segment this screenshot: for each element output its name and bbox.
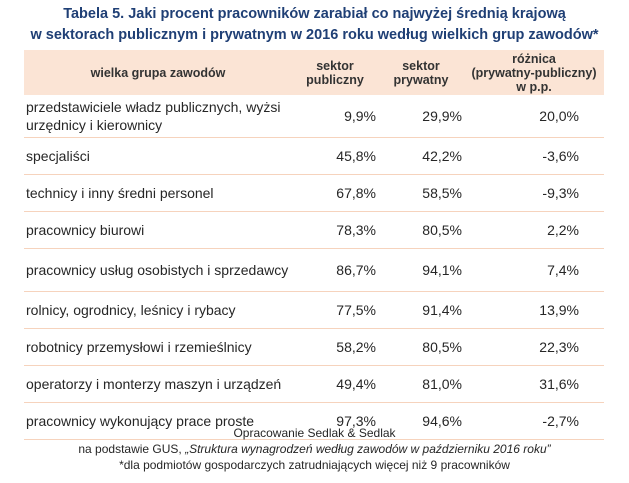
cell-public: 97,3% <box>292 402 378 440</box>
cell-private: 81,0% <box>378 365 464 403</box>
cell-public: 86,7% <box>292 248 378 292</box>
cell-group: pracownicy biurowi <box>24 211 292 249</box>
cell-difference: -3,6% <box>464 137 604 175</box>
header-public-line-1: sektor <box>316 58 354 73</box>
cell-private: 29,9% <box>378 95 464 138</box>
cell-private: 42,2% <box>378 137 464 175</box>
cell-difference: -2,7% <box>464 402 604 440</box>
cell-public: 9,9% <box>292 95 378 138</box>
cell-difference: 31,6% <box>464 365 604 403</box>
cell-difference: -9,3% <box>464 174 604 212</box>
table-row: przedstawiciele władz publicznych, wyżsi… <box>24 95 604 138</box>
table-title-line-1: Tabela 5. Jaki procent pracowników zarab… <box>63 6 566 22</box>
header-private-line-1: sektor <box>402 58 440 73</box>
table-row: pracownicy biurowi 78,3% 80,5% 2,2% <box>24 211 604 249</box>
cell-difference: 13,9% <box>464 291 604 329</box>
source-footer: Opracowanie Sedlak & Sedlak na podstawie… <box>0 425 629 473</box>
cell-difference: 2,2% <box>464 211 604 249</box>
cell-group: technicy i inny średni personel <box>24 174 292 212</box>
header-group: wielka grupa zawodów <box>24 50 292 95</box>
table-row: pracownicy usług osobistych i sprzedawcy… <box>24 248 604 292</box>
header-difference: różnica (prywatny-publiczny) w p.p. <box>464 50 604 95</box>
cell-public: 78,3% <box>292 211 378 249</box>
cell-group: przedstawiciele władz publicznych, wyżsi… <box>24 95 292 138</box>
header-difference-line-2: (prywatny-publiczny) <box>471 65 597 80</box>
table-row: operatorzy i monterzy maszyn i urządzeń … <box>24 365 604 403</box>
cell-private: 58,5% <box>378 174 464 212</box>
table-title-line-2: w sektorach publicznym i prywatnym w 201… <box>30 27 599 43</box>
header-difference-line-3: w p.p. <box>516 79 552 94</box>
header-difference-line-1: różnica <box>512 51 556 66</box>
header-public: sektor publiczny <box>292 50 378 95</box>
cell-public: 45,8% <box>292 137 378 175</box>
footer-source-title: „Struktura wynagrodzeń według zawodów w … <box>185 442 551 456</box>
cell-private: 80,5% <box>378 328 464 366</box>
table-row: robotnicy przemysłowi i rzemieślnicy 58,… <box>24 328 604 366</box>
header-private-line-2: prywatny <box>393 72 449 87</box>
header-private: sektor prywatny <box>378 50 464 95</box>
cell-difference: 22,3% <box>464 328 604 366</box>
table-row: specjaliści 45,8% 42,2% -3,6% <box>24 137 604 175</box>
cell-public: 58,2% <box>292 328 378 366</box>
cell-private: 94,6% <box>378 402 464 440</box>
cell-group: rolnicy, ogrodnicy, leśnicy i rybacy <box>24 291 292 329</box>
cell-public: 49,4% <box>292 365 378 403</box>
salary-table: wielka grupa zawodów sektor publiczny se… <box>24 50 604 440</box>
header-group-label: wielka grupa zawodów <box>90 65 226 80</box>
cell-group: robotnicy przemysłowi i rzemieślnicy <box>24 328 292 366</box>
table-row: technicy i inny średni personel 67,8% 58… <box>24 174 604 212</box>
cell-private: 91,4% <box>378 291 464 329</box>
cell-public: 67,8% <box>292 174 378 212</box>
cell-group: pracownicy usług osobistych i sprzedawcy <box>24 248 292 292</box>
cell-group: specjaliści <box>24 137 292 175</box>
footer-author: Opracowanie Sedlak & Sedlak <box>233 426 396 440</box>
footer-source-prefix: na podstawie GUS, <box>78 442 186 456</box>
cell-group: operatorzy i monterzy maszyn i urządzeń <box>24 365 292 403</box>
cell-public: 77,5% <box>292 291 378 329</box>
cell-private: 94,1% <box>378 248 464 292</box>
cell-difference: 7,4% <box>464 248 604 292</box>
cell-difference: 20,0% <box>464 95 604 138</box>
cell-private: 80,5% <box>378 211 464 249</box>
table-row: pracownicy wykonujący prace proste 97,3%… <box>24 402 604 440</box>
table-row: rolnicy, ogrodnicy, leśnicy i rybacy 77,… <box>24 291 604 329</box>
table-title: Tabela 5. Jaki procent pracowników zarab… <box>0 4 629 46</box>
table-header-row: wielka grupa zawodów sektor publiczny se… <box>24 50 604 95</box>
header-public-line-2: publiczny <box>306 72 364 87</box>
footer-source: na podstawie GUS, „Struktura wynagrodzeń… <box>0 441 629 457</box>
footer-note: *dla podmiotów gospodarczych zatrudniają… <box>119 458 510 472</box>
cell-group: pracownicy wykonujący prace proste <box>24 402 292 440</box>
